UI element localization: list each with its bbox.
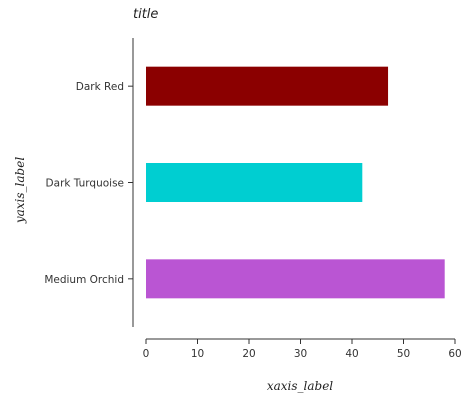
x-axis-title: xaxis_label <box>267 379 333 393</box>
y-tick-label: Dark Turquoise <box>46 178 124 190</box>
y-tick-label: Medium Orchid <box>44 274 124 286</box>
chart-title: title <box>133 7 158 22</box>
y-axis: Medium Orchid Dark Turquoise Dark Red <box>44 38 134 327</box>
y-axis-title: yaxis_label <box>13 157 27 224</box>
x-tick-label: 20 <box>242 348 255 360</box>
bar-dark-turquoise <box>146 163 363 202</box>
x-tick-label: 50 <box>397 348 410 360</box>
x-tick-label: 0 <box>143 348 150 360</box>
bars-group <box>146 66 445 299</box>
x-axis: 0 10 20 30 40 50 60 <box>143 338 462 360</box>
y-tick-label: Dark Red <box>76 81 124 93</box>
bar-dark-red <box>146 66 389 106</box>
bar-medium-orchid <box>146 259 445 299</box>
x-tick-label: 60 <box>448 348 461 360</box>
x-tick-label: 10 <box>191 348 204 360</box>
x-tick-label: 40 <box>345 348 358 360</box>
x-tick-label: 30 <box>294 348 307 360</box>
